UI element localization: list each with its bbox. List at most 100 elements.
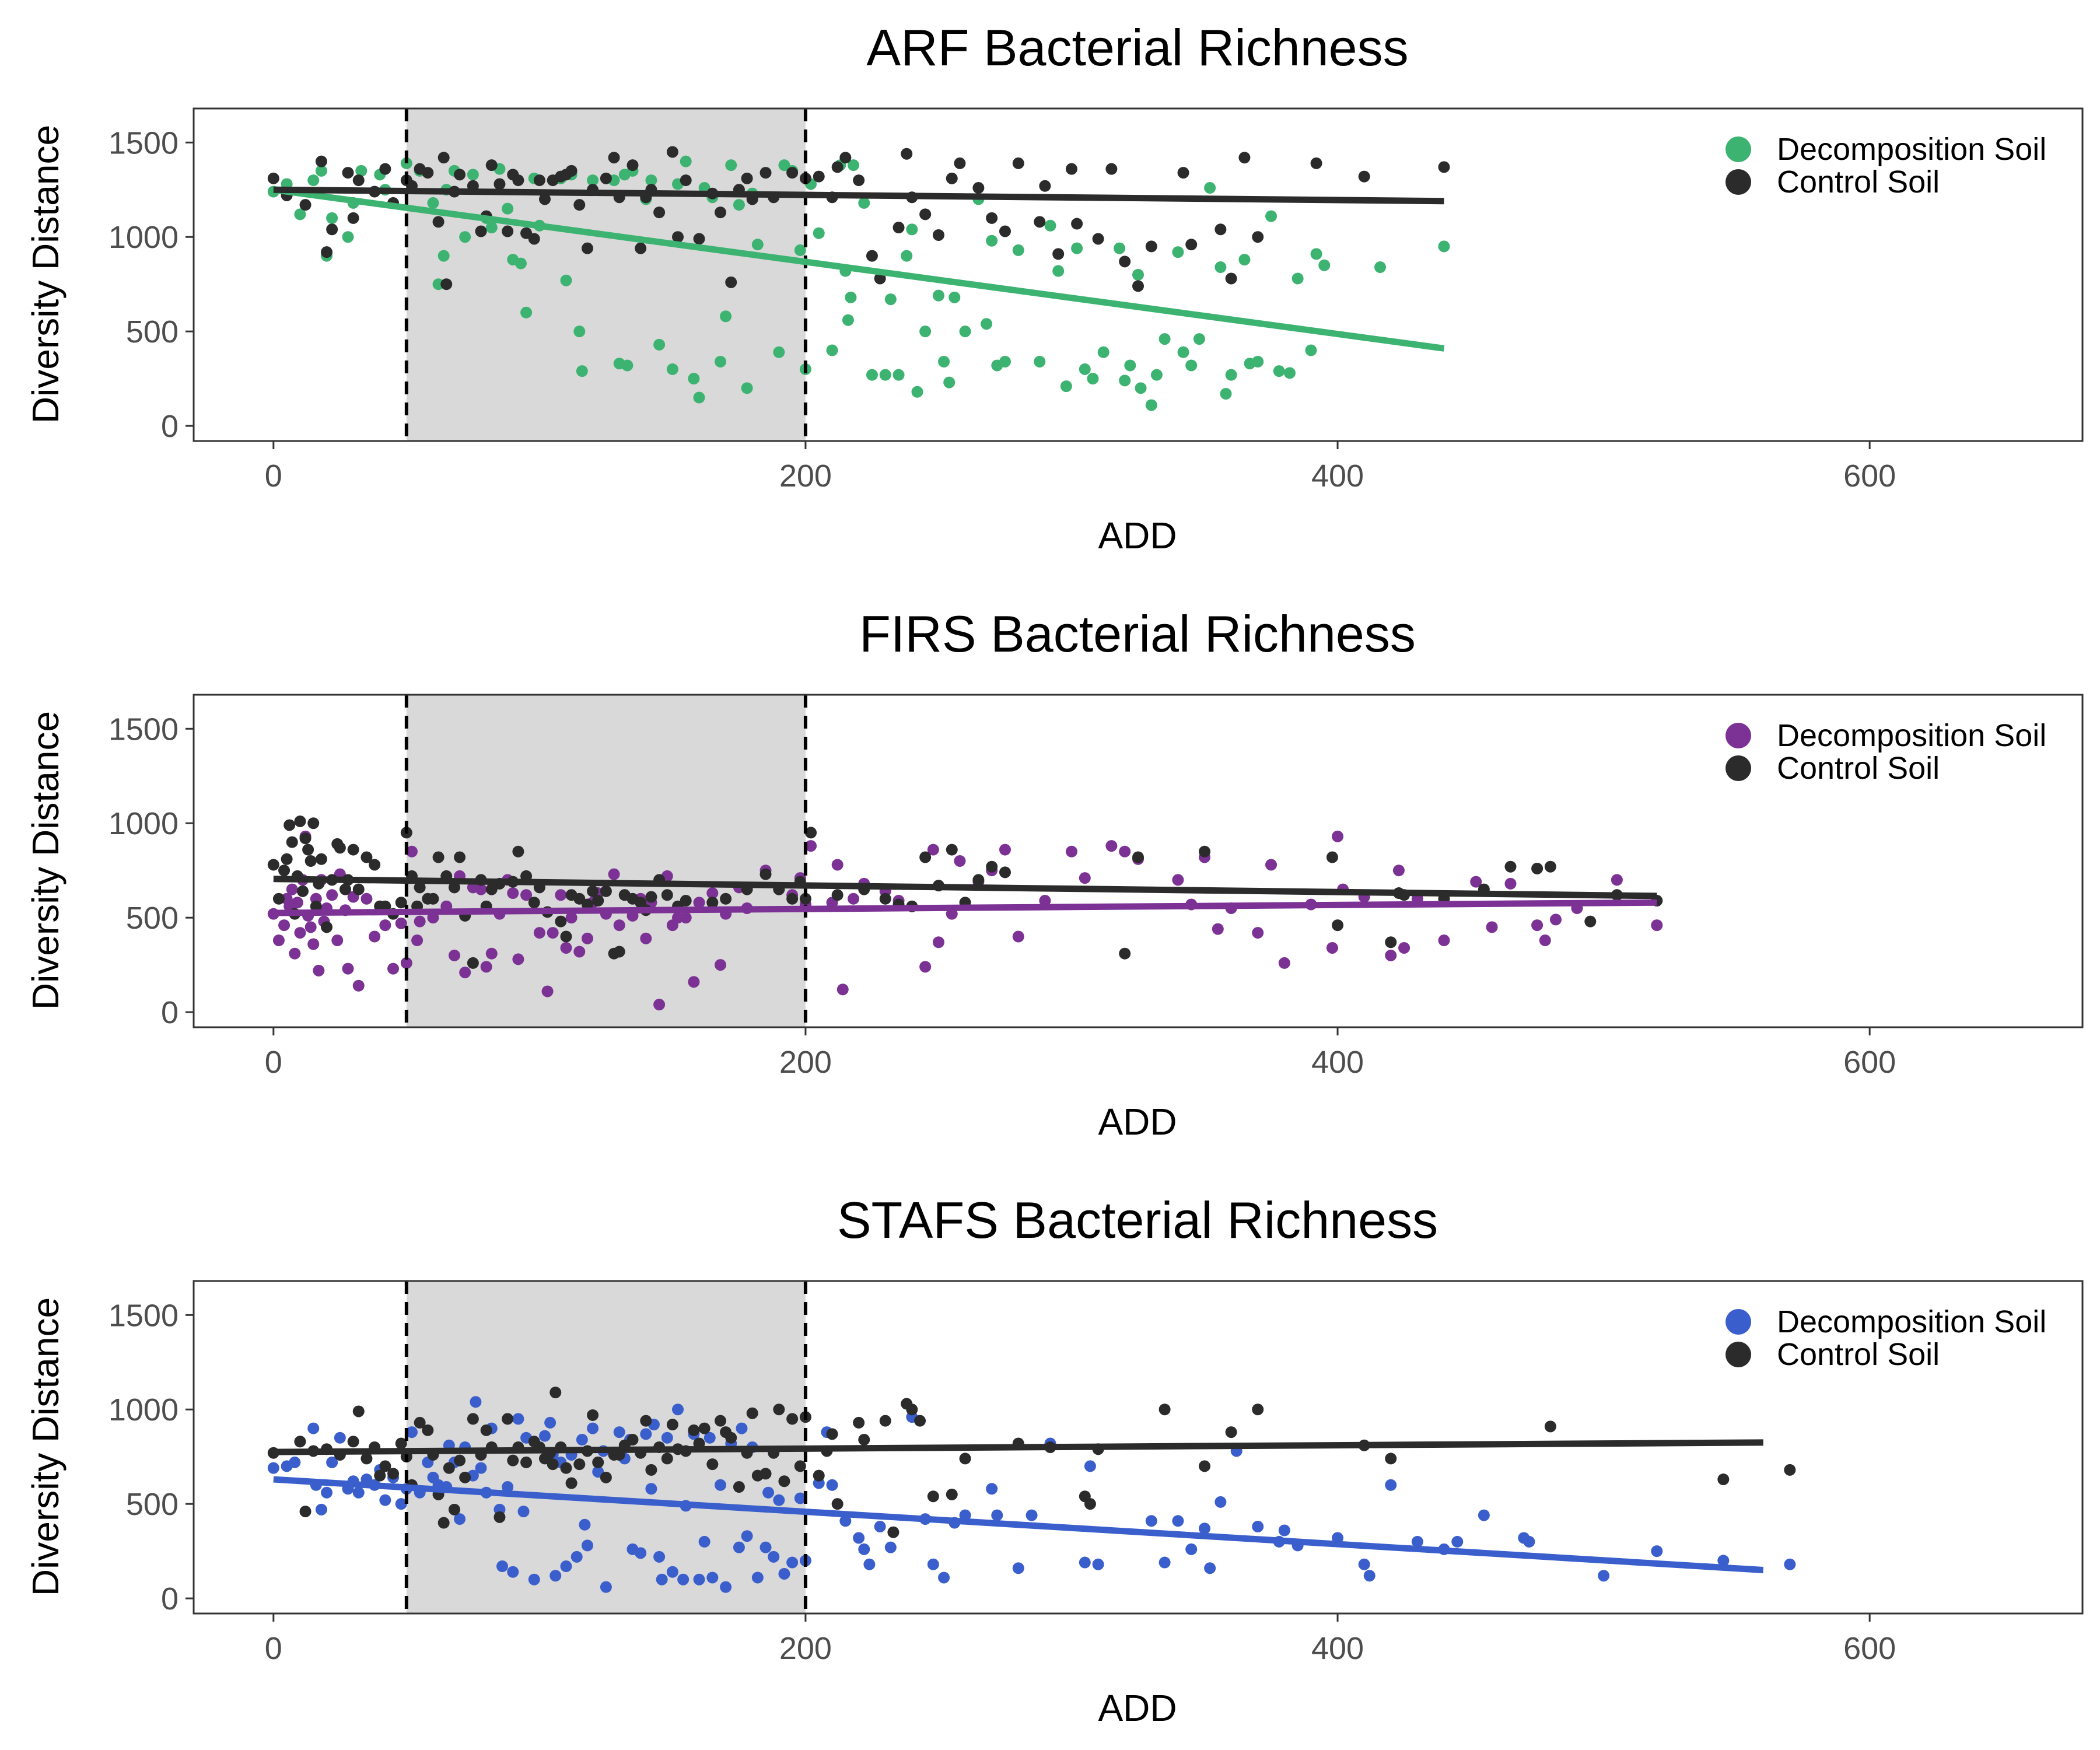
point-decomposition-soil xyxy=(1185,359,1198,372)
point-decomposition-soil xyxy=(538,1430,551,1442)
point-control-soil xyxy=(369,859,381,871)
point-control-soil xyxy=(600,885,612,897)
point-control-soil xyxy=(547,1458,559,1471)
point-decomposition-soil xyxy=(693,897,705,909)
point-decomposition-soil xyxy=(999,355,1011,368)
point-control-soil xyxy=(688,1424,700,1436)
x-tick-label: 0 xyxy=(265,459,282,494)
point-decomposition-soil xyxy=(608,868,620,880)
legend-label-decomposition-soil: Decomposition Soil xyxy=(1777,1304,2046,1339)
point-decomposition-soil xyxy=(805,840,817,852)
point-decomposition-soil xyxy=(1651,1545,1663,1558)
y-tick-label: 1000 xyxy=(108,1392,178,1427)
point-control-soil xyxy=(587,885,599,897)
point-decomposition-soil xyxy=(1145,1515,1157,1527)
point-decomposition-soil xyxy=(278,919,290,932)
point-decomposition-soil xyxy=(826,1479,838,1491)
point-control-soil xyxy=(302,844,314,856)
point-control-soil xyxy=(714,206,726,219)
point-decomposition-soil xyxy=(307,174,320,187)
point-decomposition-soil xyxy=(267,1462,279,1474)
point-decomposition-soil xyxy=(943,376,956,388)
legend-label-decomposition-soil: Decomposition Soil xyxy=(1777,718,2046,753)
point-decomposition-soil xyxy=(520,889,533,901)
point-decomposition-soil xyxy=(395,1498,407,1510)
point-decomposition-soil xyxy=(879,369,891,381)
legend: Decomposition Soil Control Soil xyxy=(1726,718,2046,786)
point-control-soil xyxy=(475,225,487,237)
point-control-soil xyxy=(813,1469,825,1482)
y-tick-label: 500 xyxy=(126,314,178,349)
point-decomposition-soil xyxy=(512,953,524,965)
point-decomposition-soil xyxy=(517,1506,530,1518)
point-control-soil xyxy=(786,1413,799,1425)
x-tick-label: 400 xyxy=(1311,1045,1364,1080)
point-decomposition-soil xyxy=(645,1483,657,1495)
point-decomposition-soil xyxy=(794,1492,806,1504)
point-control-soil xyxy=(901,148,913,160)
point-decomposition-soil xyxy=(813,227,825,239)
point-decomposition-soil xyxy=(467,169,479,181)
point-control-soil xyxy=(626,1434,639,1446)
point-control-soil xyxy=(680,174,692,187)
point-decomposition-soil xyxy=(1079,872,1091,884)
plot-border xyxy=(192,1280,2084,1615)
point-control-soil xyxy=(1438,161,1450,173)
legend-key-control-soil xyxy=(1726,169,1751,195)
point-decomposition-soil xyxy=(579,1518,591,1531)
point-control-soil xyxy=(438,152,450,164)
point-control-soil xyxy=(741,172,753,184)
point-decomposition-soil xyxy=(448,949,460,961)
point-decomposition-soil xyxy=(1278,1524,1290,1536)
point-decomposition-soil xyxy=(959,326,971,338)
point-control-soil xyxy=(831,1498,844,1510)
point-control-soil xyxy=(1717,1474,1730,1486)
legend-key-control-soil xyxy=(1726,755,1751,781)
point-control-soil xyxy=(480,1424,492,1436)
point-decomposition-soil xyxy=(1292,272,1304,285)
point-control-soil xyxy=(294,1436,306,1448)
point-decomposition-soil xyxy=(315,1503,327,1516)
point-decomposition-soil xyxy=(1539,935,1551,947)
point-control-soil xyxy=(706,897,719,909)
point-control-soil xyxy=(972,182,985,194)
point-decomposition-soil xyxy=(927,844,939,856)
point-decomposition-soil xyxy=(528,1573,540,1586)
point-control-soil xyxy=(927,1490,939,1503)
point-decomposition-soil xyxy=(621,359,634,372)
point-decomposition-soil xyxy=(1326,942,1338,954)
point-decomposition-soil xyxy=(714,1479,726,1491)
point-control-soil xyxy=(512,174,524,187)
x-tick-label: 0 xyxy=(265,1045,282,1080)
point-control-soil xyxy=(813,170,825,183)
fit-line-control-soil xyxy=(273,186,1444,205)
point-decomposition-soil xyxy=(773,1494,785,1506)
point-decomposition-soil xyxy=(502,1481,514,1493)
point-decomposition-soil xyxy=(570,1550,583,1563)
legend-label-control-soil: Control Soil xyxy=(1777,164,1940,200)
point-decomposition-soil xyxy=(845,291,857,303)
point-decomposition-soil xyxy=(360,892,373,905)
point-decomposition-soil xyxy=(938,1572,950,1584)
point-decomposition-soil xyxy=(677,1573,690,1586)
point-decomposition-soil xyxy=(884,293,897,306)
point-control-soil xyxy=(440,278,453,290)
point-control-soil xyxy=(414,881,426,894)
panel-stafs: STAFS Bacterial Richness Diversity Dista… xyxy=(24,1191,2084,1729)
point-decomposition-soil xyxy=(613,919,625,932)
point-control-soil xyxy=(919,208,932,220)
point-control-soil xyxy=(581,242,593,254)
plot-border xyxy=(192,107,2084,442)
point-decomposition-soil xyxy=(1451,1535,1464,1548)
point-decomposition-soil xyxy=(459,967,471,979)
point-decomposition-soil xyxy=(1114,242,1126,254)
point-decomposition-soil xyxy=(342,963,354,975)
point-control-soil xyxy=(1119,256,1131,268)
point-control-soil xyxy=(587,1409,599,1421)
point-decomposition-soil xyxy=(1012,930,1024,943)
point-control-soil xyxy=(1385,1452,1397,1465)
point-decomposition-soil xyxy=(666,363,678,375)
point-control-soil xyxy=(315,155,327,167)
fit-line-decomposition-soil xyxy=(273,1476,1764,1574)
point-decomposition-soil xyxy=(794,244,806,256)
